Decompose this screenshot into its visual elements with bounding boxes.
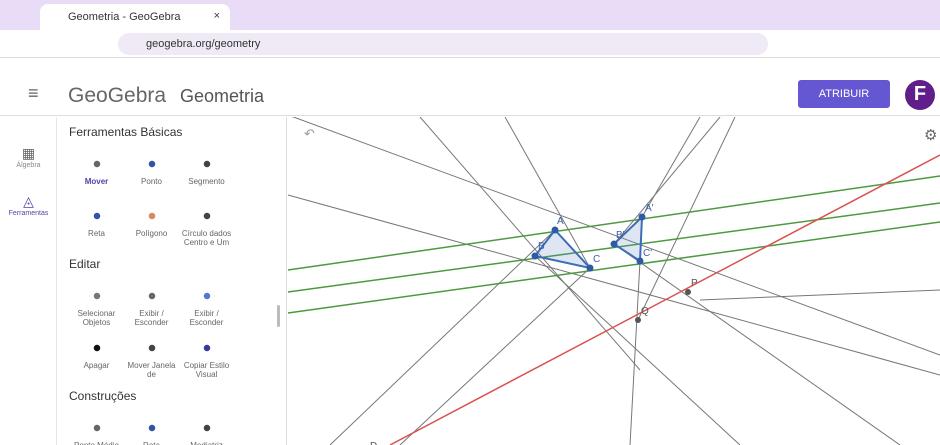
tool-label: Segmento bbox=[188, 177, 224, 186]
tool-label: Selecionar Objetos bbox=[78, 309, 116, 327]
tool-label: Círculo dados Centro e Um bbox=[182, 229, 231, 247]
graphics-canvas[interactable]: A B C A' B' C' P Q D ↶ ⚙ bbox=[287, 117, 940, 445]
point-label: C' bbox=[643, 248, 652, 259]
tool-button[interactable]: Apagar bbox=[69, 335, 124, 387]
tool-button[interactable]: Mover Janela de bbox=[124, 335, 179, 387]
tool-label: Mediatriz bbox=[190, 441, 222, 445]
tool-button[interactable]: Reta bbox=[69, 203, 124, 255]
tool-label: Reta bbox=[143, 441, 160, 445]
tool-button[interactable]: Ponto Médio bbox=[69, 415, 124, 445]
tool-icon bbox=[200, 157, 214, 171]
tool-icon bbox=[90, 209, 104, 223]
tool-icon bbox=[145, 341, 159, 355]
tab-bar: Geometria - GeoGebra × bbox=[0, 0, 940, 30]
avatar[interactable]: F bbox=[905, 80, 935, 110]
section-title: Editar bbox=[69, 257, 286, 283]
tool-button[interactable]: Polígono bbox=[124, 203, 179, 255]
section-title: Ferramentas Básicas bbox=[69, 125, 286, 151]
logo: GeoGebra bbox=[68, 84, 166, 108]
tab-title: Geometria - GeoGebra bbox=[68, 11, 181, 23]
tool-label: Copiar Estilo Visual bbox=[184, 361, 229, 379]
tool-button[interactable]: Círculo dados Centro e Um bbox=[179, 203, 234, 255]
url-field[interactable]: geogebra.org/geometry bbox=[118, 33, 768, 55]
tool-icon bbox=[90, 341, 104, 355]
sidebar: ▦Álgebra ◬Ferramentas bbox=[0, 117, 57, 445]
tool-icon bbox=[200, 341, 214, 355]
tool-button[interactable]: Segmento bbox=[179, 151, 234, 203]
sidebar-item[interactable]: ◬Ferramentas bbox=[0, 193, 57, 217]
tool-label: Mover bbox=[85, 177, 109, 186]
tool-label: Mover Janela de bbox=[127, 361, 175, 379]
tool-icon bbox=[200, 289, 214, 303]
tool-icon bbox=[145, 421, 159, 435]
tool-label: Reta bbox=[88, 229, 105, 238]
address-bar: geogebra.org/geometry bbox=[0, 30, 940, 58]
browser-tab[interactable]: Geometria - GeoGebra × bbox=[40, 4, 230, 30]
section-title: Construções bbox=[69, 389, 286, 415]
point-label: C bbox=[593, 254, 600, 265]
tool-button[interactable]: Copiar Estilo Visual bbox=[179, 335, 234, 387]
tool-icon bbox=[145, 289, 159, 303]
tool-button[interactable]: Mover bbox=[69, 151, 124, 203]
tool-icon bbox=[145, 157, 159, 171]
point-label: P bbox=[691, 278, 698, 289]
point-label: D bbox=[370, 441, 377, 445]
app-name: Geometria bbox=[180, 86, 264, 107]
tool-grid: Mover Ponto Segmento Reta Polígono Círculo da… bbox=[69, 151, 286, 255]
tool-icon bbox=[90, 289, 104, 303]
scrollbar[interactable] bbox=[277, 305, 280, 327]
url: geogebra.org/geometry bbox=[146, 38, 260, 50]
tool-label: Exibir / Esconder bbox=[135, 309, 169, 327]
sidebar-item[interactable]: ▦Álgebra bbox=[0, 145, 57, 169]
tool-button[interactable]: Selecionar Objetos bbox=[69, 283, 124, 335]
point-label: Q bbox=[641, 306, 649, 317]
tool-label: Ponto Médio bbox=[74, 441, 119, 445]
tool-icon bbox=[200, 421, 214, 435]
sidebar-label: Ferramentas bbox=[9, 210, 49, 217]
tool-button[interactable]: Exibir / Esconder bbox=[124, 283, 179, 335]
settings[interactable]: ⚙ bbox=[924, 127, 937, 144]
tool-icon bbox=[90, 421, 104, 435]
tool-button[interactable]: Ponto bbox=[124, 151, 179, 203]
tool-label: Ponto bbox=[141, 177, 162, 186]
tool-grid: Ponto Médio Reta Mediatriz bbox=[69, 415, 286, 445]
point-label: A bbox=[557, 216, 564, 227]
tool-icon bbox=[200, 209, 214, 223]
tool-icon bbox=[145, 209, 159, 223]
tool-button[interactable]: Exibir / Esconder bbox=[179, 283, 234, 335]
tool-label: Exibir / Esconder bbox=[190, 309, 224, 327]
tools-panel: Ferramentas Básicas Mover Ponto Segmento Ret… bbox=[57, 117, 287, 445]
menu-icon[interactable]: ≡ bbox=[28, 83, 39, 104]
tool-grid: Selecionar Objetos Exibir / Esconder Exibi… bbox=[69, 283, 286, 387]
undo[interactable]: ↶ bbox=[304, 126, 315, 141]
sidebar-label: Álgebra bbox=[16, 162, 40, 169]
tool-button[interactable]: Reta bbox=[124, 415, 179, 445]
tool-button[interactable]: Mediatriz bbox=[179, 415, 234, 445]
point-label: B' bbox=[616, 230, 625, 241]
close-tab[interactable]: × bbox=[214, 10, 220, 22]
tool-label: Apagar bbox=[84, 361, 110, 370]
page: Geometria - GeoGebra × geogebra.org/geome… bbox=[0, 0, 940, 445]
tool-label: Polígono bbox=[136, 229, 168, 238]
tool-icon bbox=[90, 157, 104, 171]
point-label: B bbox=[538, 241, 545, 252]
point-label: A' bbox=[645, 203, 654, 214]
assign-button[interactable]: ATRIBUIR bbox=[798, 80, 890, 108]
